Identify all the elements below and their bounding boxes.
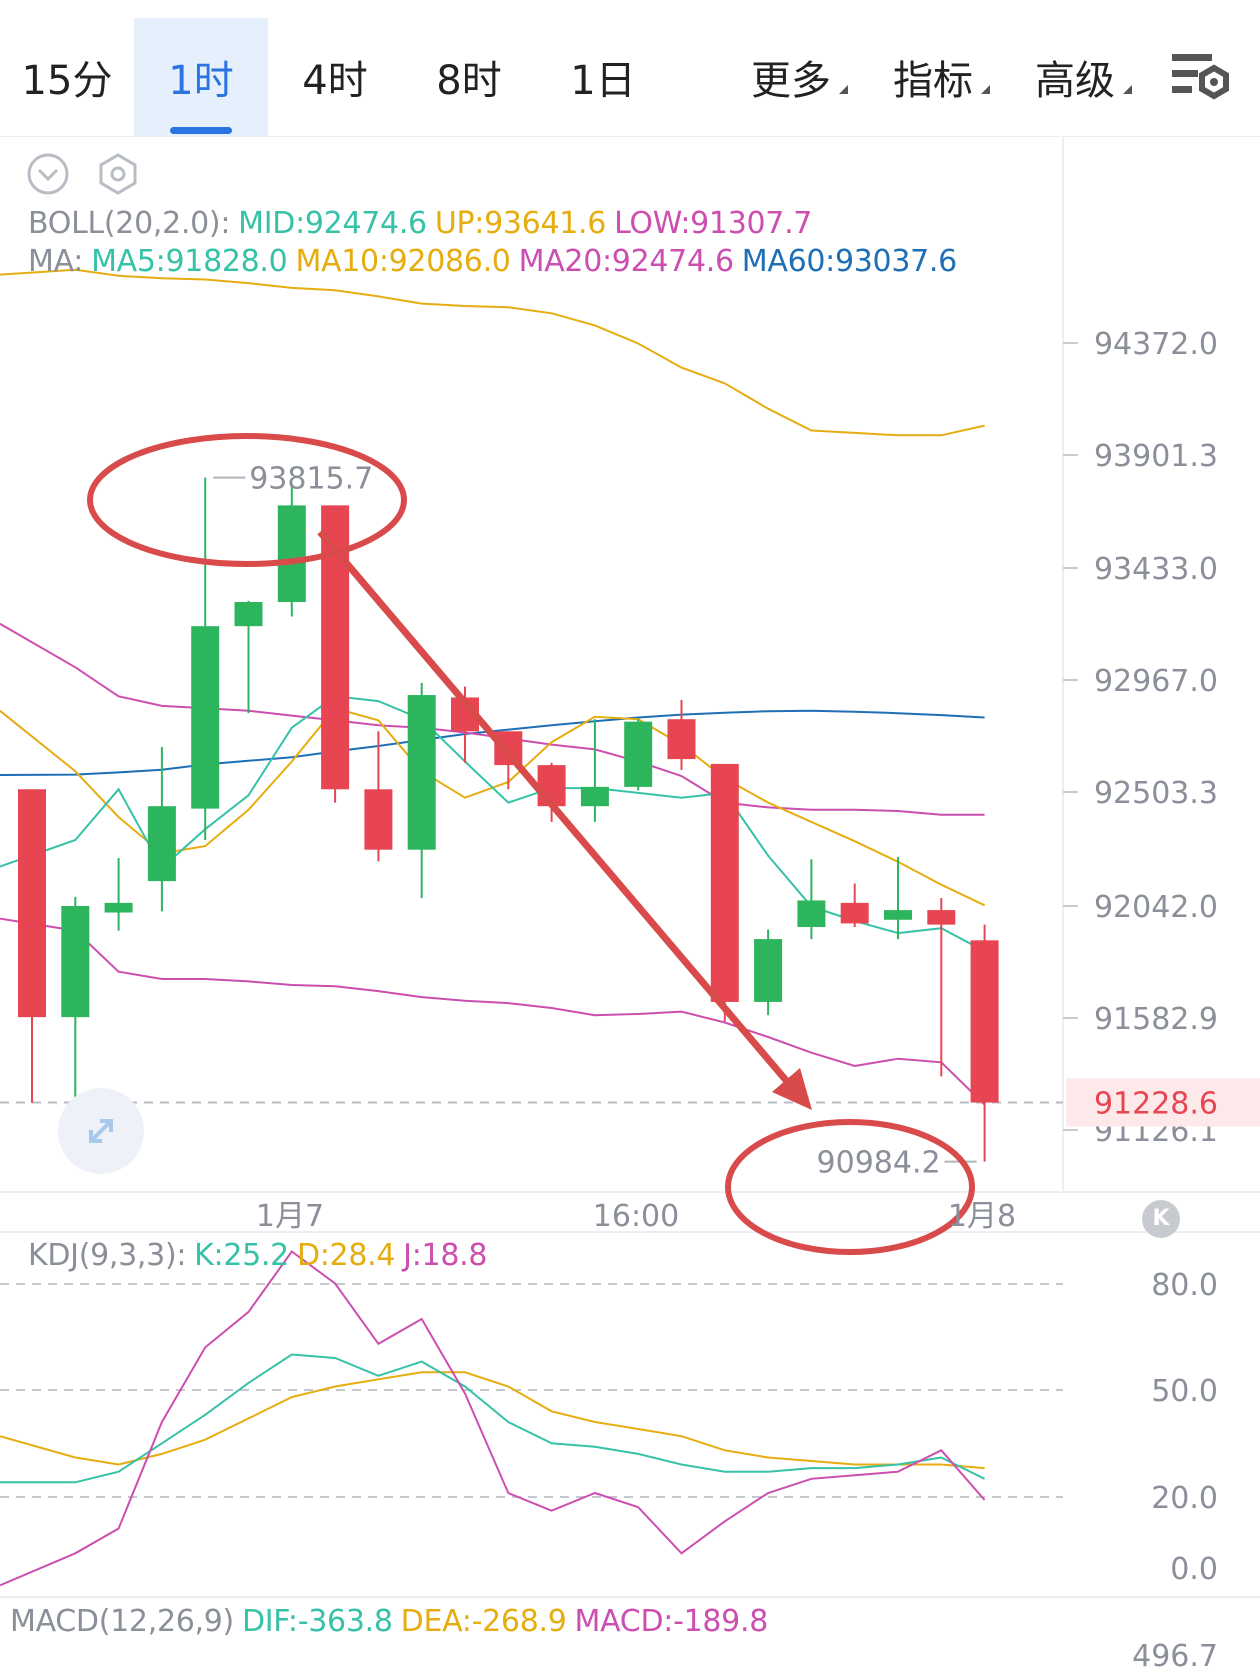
ma5-value: MA5:91828.0 (91, 244, 288, 279)
boll-upper-line (0, 268, 985, 437)
kdj-j-line (0, 1250, 986, 1587)
last-price-label: 91228.6 (1094, 1087, 1218, 1122)
annotation-arrow-shaft (317, 529, 793, 1088)
candlestick-chart[interactable]: 94372.0 93901.3 93433.0 92967.0 92503.3 92042… (0, 137, 1260, 1680)
dropdown-triangle-icon (1123, 85, 1132, 94)
kdj-k-value: K:25.2 (194, 1238, 289, 1273)
boll-legend-name: BOLL(20,2.0): (28, 206, 231, 241)
candle-body (927, 910, 956, 925)
candle-body (840, 902, 869, 924)
tab-label: 更多 (751, 58, 831, 104)
time-axis-label: 16:00 (593, 1199, 679, 1234)
kdj-tick-label: 50.0 (1151, 1374, 1218, 1409)
candle-body (970, 940, 999, 1103)
boll-low-value: LOW:91307.7 (614, 206, 813, 241)
kdj-j-value: J:18.8 (403, 1238, 488, 1273)
price-tick-label: 92967.0 (1094, 664, 1218, 699)
macd-dif-value: DIF:-363.8 (241, 1604, 393, 1639)
fullscreen-button[interactable] (58, 1088, 144, 1174)
tab-indicators-dropdown[interactable]: 指标 (878, 18, 990, 136)
candle-body (191, 626, 220, 809)
price-tick-label: 92042.0 (1094, 890, 1218, 925)
price-tick-label: 91582.9 (1094, 1002, 1218, 1037)
timeframe-tab-bar: 15分 1时 4时 8时 1日 更多 指标 高级 (0, 0, 1260, 137)
ma10-value: MA10:92086.0 (295, 244, 511, 279)
ma5-line (0, 695, 986, 953)
annotation-ellipse-low (725, 1119, 975, 1255)
tab-label: 1时 (168, 58, 234, 104)
last-price-tag (1066, 1078, 1260, 1127)
macd-macd-value: MACD:-189.8 (574, 1604, 769, 1639)
tab-1h[interactable]: 1时 (134, 18, 268, 136)
kdj-legend-name: KDJ(9,3,3): (28, 1238, 187, 1273)
tab-8h[interactable]: 8时 (402, 18, 536, 136)
tab-15m[interactable]: 15分 (0, 18, 134, 136)
kdj-tick-label: 80.0 (1151, 1268, 1218, 1303)
macd-legend-name: MACD(12,26,9) (10, 1604, 234, 1639)
boll-lower-line (0, 917, 986, 1106)
dropdown-triangle-icon (839, 85, 848, 94)
kdj-d-line (0, 1371, 985, 1470)
ma60-line (0, 709, 985, 776)
price-tick-label: 93901.3 (1094, 439, 1218, 474)
scroll-to-start-icon[interactable]: K (1142, 1200, 1180, 1238)
candle-body (277, 505, 306, 603)
candle-body (797, 900, 826, 928)
ma-legend: MA: MA5:91828.0 MA10:92086.0 MA20:92474.6 MA… (28, 244, 965, 279)
time-axis-label: 1月8 (948, 1199, 1016, 1234)
tab-label: 1日 (570, 58, 636, 104)
candle-body (61, 906, 90, 1018)
candle-body (18, 789, 46, 1018)
boll-mid-value: MID:92474.6 (238, 206, 427, 241)
kdj-k-line (0, 1353, 986, 1484)
kdj-tick-label: 0.0 (1170, 1552, 1218, 1587)
macd-tick-label: 496.7 (1132, 1639, 1218, 1674)
candle-body (407, 695, 436, 850)
price-tick-label: 92503.3 (1094, 776, 1218, 811)
active-tab-indicator (170, 127, 232, 134)
candle-body (624, 721, 653, 787)
ma-legend-name: MA: (28, 244, 84, 279)
low-marker-label: 90984.2 (817, 1146, 941, 1181)
annotation-arrowhead (772, 1068, 812, 1110)
tab-4h[interactable]: 4时 (268, 18, 402, 136)
candle-body (710, 763, 739, 1002)
kdj-tick-label: 20.0 (1151, 1481, 1218, 1516)
expand-arrows-icon (89, 1119, 113, 1143)
candle-body (147, 806, 176, 882)
price-tick-label: 93433.0 (1094, 552, 1218, 587)
price-tick-label: 94372.0 (1094, 327, 1218, 362)
candle-body (234, 602, 263, 627)
tab-label: 8时 (436, 58, 502, 104)
dropdown-triangle-icon (981, 85, 990, 94)
chart-settings-icon[interactable] (1168, 50, 1232, 106)
tab-advanced-dropdown[interactable]: 高级 (1020, 18, 1132, 136)
hexagon-settings-icon[interactable] (96, 152, 140, 196)
macd-legend: MACD(12,26,9) DIF:-363.8 DEA:-268.9 MACD:-1… (10, 1604, 776, 1639)
tab-1d[interactable]: 1日 (536, 18, 670, 136)
boll-up-value: UP:93641.6 (434, 206, 607, 241)
boll-legend: BOLL(20,2.0): MID:92474.6 UP:93641.6 LOW:91… (28, 206, 820, 241)
chevron-down-circle-icon[interactable] (26, 152, 70, 196)
annotation-ellipse-high (87, 433, 407, 567)
ma60-value: MA60:93037.6 (741, 244, 957, 279)
tab-label: 15分 (21, 58, 113, 104)
tab-more-dropdown[interactable]: 更多 (736, 18, 848, 136)
candle-body (667, 719, 696, 760)
high-marker-label: 93815.7 (249, 462, 373, 497)
kdj-d-value: D:28.4 (296, 1238, 396, 1273)
candle-body (364, 789, 393, 850)
candle-body (580, 786, 609, 807)
ma20-value: MA20:92474.6 (518, 244, 734, 279)
macd-dea-value: DEA:-268.9 (400, 1604, 567, 1639)
candle-body (884, 910, 912, 920)
time-axis-label: 1月7 (256, 1199, 324, 1234)
tab-label: 指标 (893, 58, 973, 104)
tab-label: 4时 (302, 58, 368, 104)
candle-body (104, 902, 133, 913)
kdj-legend: KDJ(9,3,3): K:25.2 D:28.4 J:18.8 (28, 1238, 495, 1273)
candle-body (754, 939, 783, 1002)
tab-label: 高级 (1035, 58, 1115, 104)
